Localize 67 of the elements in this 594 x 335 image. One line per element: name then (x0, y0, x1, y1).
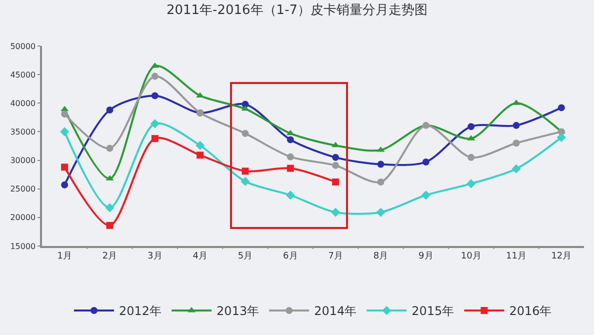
point (151, 72, 158, 80)
point (240, 176, 250, 186)
point (376, 208, 386, 217)
y-tick-label: 20000 (10, 213, 36, 222)
point (196, 152, 204, 159)
point (60, 127, 70, 136)
y-tick-label: 30000 (10, 156, 36, 166)
point (61, 164, 68, 171)
point (106, 144, 114, 152)
point (242, 130, 249, 137)
point (512, 164, 521, 174)
point (332, 154, 340, 161)
point (421, 190, 430, 200)
point (512, 122, 520, 129)
point (150, 119, 160, 128)
point (466, 179, 476, 188)
y-tick-label: 45000 (10, 70, 36, 80)
point (151, 92, 158, 100)
x-tick-label: 10月 (460, 252, 482, 262)
point (422, 158, 430, 166)
point (61, 110, 68, 118)
point (196, 140, 205, 150)
x-tick-label: 3月 (148, 252, 162, 262)
point (331, 208, 340, 217)
point (556, 132, 566, 142)
point (468, 123, 475, 130)
point (377, 178, 384, 186)
point (377, 160, 384, 168)
point (512, 140, 520, 147)
legend-label: 2012年 (119, 304, 162, 318)
legend-label: 2016年 (509, 304, 552, 318)
point (558, 104, 565, 112)
legend-label: 2015年 (412, 304, 454, 318)
x-tick-label: 9月 (418, 252, 434, 262)
x-tick-label: 1月 (57, 252, 72, 262)
x-tick-label: 6月 (283, 252, 298, 262)
x-tick-label: 5月 (238, 252, 253, 262)
y-tick-label: 25000 (10, 184, 36, 194)
legend-label: 2013年 (216, 304, 260, 318)
point (106, 106, 114, 114)
point (286, 130, 294, 136)
x-tick-label: 12月 (551, 252, 572, 262)
x-tick-label: 11月 (506, 252, 526, 262)
x-tick-label: 7月 (328, 252, 343, 262)
x-tick-label: 8月 (373, 252, 388, 262)
x-tick-label: 4月 (192, 252, 208, 262)
point (286, 190, 295, 200)
y-tick-label: 35000 (10, 128, 36, 137)
y-tick-label: 15000 (10, 242, 36, 251)
legend-label: 2014年 (314, 304, 357, 318)
y-tick-label: 40000 (10, 98, 36, 108)
point (105, 203, 114, 212)
point (286, 164, 294, 172)
point (332, 162, 340, 169)
chart-title: 2011年-2016年（1-7）皮卡销量分月走势图 (166, 3, 428, 18)
point (332, 178, 340, 186)
point (242, 168, 249, 175)
point (151, 135, 158, 142)
point (468, 154, 475, 161)
y-tick-label: 50000 (10, 42, 36, 51)
point (286, 136, 294, 144)
point (106, 222, 114, 229)
point (286, 153, 294, 160)
point (241, 105, 250, 111)
point (61, 181, 68, 188)
x-tick-label: 2月 (102, 252, 118, 262)
point (332, 142, 340, 148)
